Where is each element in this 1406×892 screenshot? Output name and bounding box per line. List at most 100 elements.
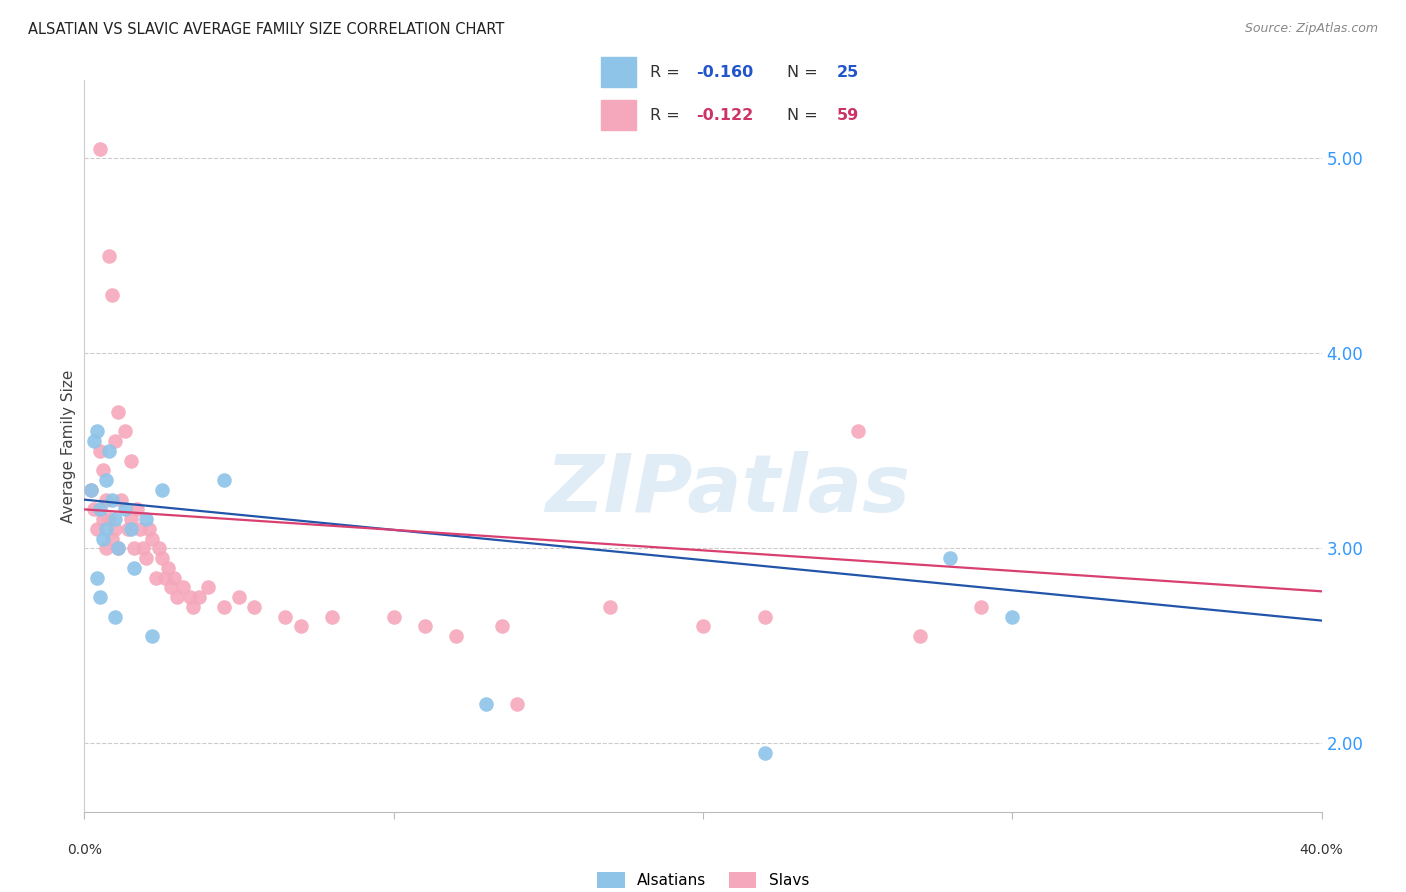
Point bbox=[120, 453, 142, 467]
Text: R =: R = bbox=[650, 108, 685, 122]
Point bbox=[132, 541, 155, 556]
Point bbox=[79, 483, 101, 497]
Point bbox=[506, 698, 529, 712]
Legend: Alsatians, Slavs: Alsatians, Slavs bbox=[598, 871, 808, 888]
Point bbox=[141, 629, 163, 643]
Point bbox=[120, 512, 142, 526]
Point bbox=[754, 609, 776, 624]
Point bbox=[135, 551, 157, 566]
Point bbox=[98, 443, 121, 458]
Point bbox=[444, 629, 467, 643]
Point bbox=[94, 522, 117, 536]
Point bbox=[107, 405, 129, 419]
Point bbox=[114, 425, 136, 439]
Point bbox=[135, 512, 157, 526]
Point bbox=[382, 609, 405, 624]
Y-axis label: Average Family Size: Average Family Size bbox=[60, 369, 76, 523]
Point bbox=[91, 532, 114, 546]
Point bbox=[129, 522, 152, 536]
Point bbox=[120, 522, 142, 536]
Point bbox=[107, 541, 129, 556]
Text: ALSATIAN VS SLAVIC AVERAGE FAMILY SIZE CORRELATION CHART: ALSATIAN VS SLAVIC AVERAGE FAMILY SIZE C… bbox=[28, 22, 505, 37]
Point bbox=[141, 532, 163, 546]
Point bbox=[491, 619, 513, 633]
Point bbox=[321, 609, 343, 624]
Point bbox=[138, 522, 160, 536]
Point bbox=[166, 590, 188, 604]
Point bbox=[86, 522, 108, 536]
Point bbox=[122, 561, 145, 575]
Point bbox=[153, 571, 176, 585]
FancyBboxPatch shape bbox=[602, 100, 636, 130]
Point bbox=[101, 492, 124, 507]
Point bbox=[101, 532, 124, 546]
Point bbox=[179, 590, 201, 604]
Point bbox=[83, 434, 105, 449]
Point bbox=[94, 473, 117, 487]
Point bbox=[110, 492, 132, 507]
Point bbox=[94, 541, 117, 556]
Point bbox=[197, 581, 219, 595]
Point bbox=[908, 629, 931, 643]
Point bbox=[98, 249, 121, 263]
Point bbox=[86, 571, 108, 585]
Point bbox=[91, 463, 114, 477]
Point bbox=[101, 288, 124, 302]
Point bbox=[122, 541, 145, 556]
Point bbox=[89, 590, 111, 604]
FancyBboxPatch shape bbox=[602, 57, 636, 87]
Point bbox=[145, 571, 167, 585]
Point bbox=[98, 512, 121, 526]
Point bbox=[117, 522, 139, 536]
Text: 25: 25 bbox=[837, 65, 859, 79]
Point bbox=[692, 619, 714, 633]
Text: 40.0%: 40.0% bbox=[1299, 843, 1344, 857]
Text: 59: 59 bbox=[837, 108, 859, 122]
Point bbox=[274, 609, 297, 624]
Point bbox=[83, 502, 105, 516]
Point bbox=[94, 492, 117, 507]
Text: 0.0%: 0.0% bbox=[67, 843, 101, 857]
Point bbox=[156, 561, 179, 575]
Point bbox=[599, 599, 621, 614]
Text: N =: N = bbox=[787, 65, 824, 79]
Point bbox=[846, 425, 869, 439]
Point bbox=[475, 698, 498, 712]
Point bbox=[172, 581, 194, 595]
Point bbox=[150, 483, 173, 497]
Point bbox=[104, 512, 127, 526]
Text: -0.122: -0.122 bbox=[696, 108, 754, 122]
Point bbox=[104, 522, 127, 536]
Point bbox=[89, 502, 111, 516]
Point bbox=[212, 599, 235, 614]
Point bbox=[160, 581, 183, 595]
Point bbox=[79, 483, 101, 497]
Point bbox=[413, 619, 436, 633]
Point bbox=[148, 541, 170, 556]
Point bbox=[187, 590, 209, 604]
Point bbox=[754, 746, 776, 760]
Text: ZIPatlas: ZIPatlas bbox=[546, 450, 910, 529]
Text: N =: N = bbox=[787, 108, 824, 122]
Point bbox=[970, 599, 993, 614]
Point bbox=[89, 443, 111, 458]
Point bbox=[212, 473, 235, 487]
Point bbox=[86, 425, 108, 439]
Point bbox=[104, 609, 127, 624]
Point bbox=[290, 619, 312, 633]
Point bbox=[181, 599, 204, 614]
Point bbox=[228, 590, 250, 604]
Point bbox=[163, 571, 186, 585]
Text: Source: ZipAtlas.com: Source: ZipAtlas.com bbox=[1244, 22, 1378, 36]
Point bbox=[243, 599, 266, 614]
Point bbox=[107, 541, 129, 556]
Point bbox=[125, 502, 148, 516]
Text: R =: R = bbox=[650, 65, 685, 79]
Point bbox=[939, 551, 962, 566]
Point bbox=[150, 551, 173, 566]
Point bbox=[1001, 609, 1024, 624]
Point bbox=[114, 502, 136, 516]
Point bbox=[104, 434, 127, 449]
Point bbox=[91, 512, 114, 526]
Point bbox=[89, 142, 111, 156]
